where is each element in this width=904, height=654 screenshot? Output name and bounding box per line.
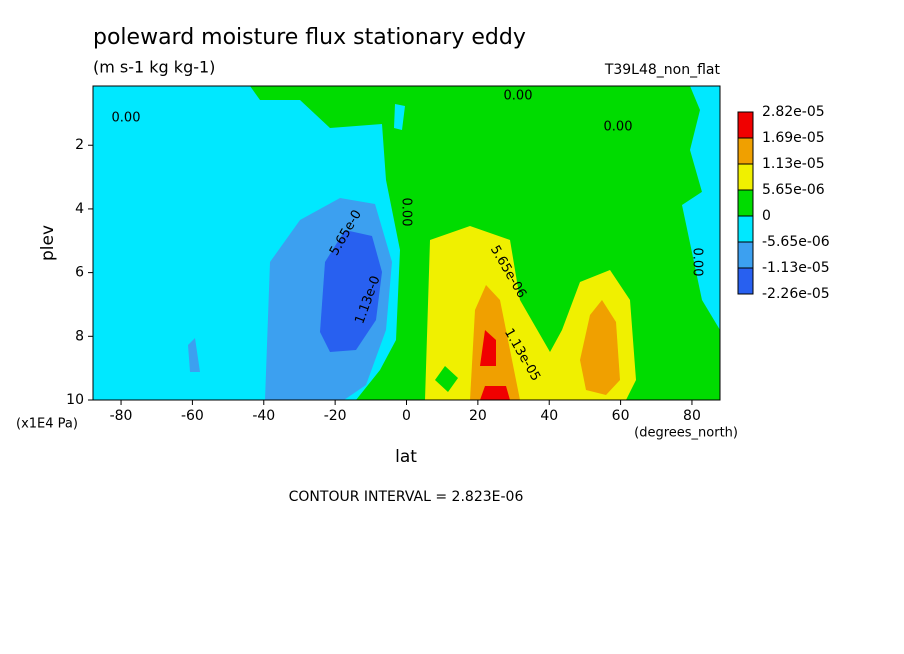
- colorbar-box: [737, 189, 754, 217]
- y-tick-label: 4: [75, 201, 84, 217]
- colorbar-box: [737, 163, 754, 191]
- colorbar-label: 5.65e-06: [762, 182, 825, 198]
- contour-region: [480, 330, 496, 366]
- x-tick-label: 40: [540, 408, 558, 424]
- x-tick-label: 80: [683, 408, 701, 424]
- y-tick-label: 8: [75, 328, 84, 344]
- y-axis-label: plev: [38, 225, 58, 261]
- y-tick-label: 2: [75, 137, 84, 153]
- chart-title: poleward moisture flux stationary eddy: [93, 25, 526, 50]
- contour-interval: CONTOUR INTERVAL = 2.823E-06: [289, 489, 524, 505]
- contour-region: [188, 338, 200, 372]
- colorbar-label: 2.82e-05: [762, 104, 825, 120]
- contour-field: [93, 86, 720, 400]
- x-tick-label: 20: [469, 408, 487, 424]
- x-axis-label: lat: [395, 447, 417, 467]
- contour-label: 0.00: [112, 111, 141, 126]
- contour-region: [480, 386, 510, 400]
- contour-region: [682, 180, 720, 330]
- contour-region: [394, 104, 405, 130]
- colorbar-box: [737, 241, 754, 269]
- colorbar-label: 0: [762, 208, 771, 224]
- colorbar-label: -2.26e-05: [762, 286, 830, 302]
- contour-region: [580, 300, 620, 395]
- x-tick-label: 0: [402, 408, 411, 424]
- x-axis-unit: (degrees_north): [634, 426, 738, 441]
- colorbar-label: -1.13e-05: [762, 260, 830, 276]
- x-tick-label: -20: [324, 408, 347, 424]
- colorbar-box: [737, 215, 754, 243]
- contour-label: 0.00: [399, 198, 414, 227]
- x-tick-label: -40: [252, 408, 275, 424]
- colorbar-label: -5.65e-06: [762, 234, 830, 250]
- contour-region: [690, 86, 720, 210]
- y-tick-label: 10: [66, 392, 84, 408]
- x-tick-label: -80: [110, 408, 133, 424]
- y-tick-label: 6: [75, 265, 84, 281]
- y-axis-unit: (x1E4 Pa): [16, 417, 78, 432]
- colorbar-label: 1.69e-05: [762, 130, 825, 146]
- contour-label: 0.00: [604, 120, 633, 135]
- contour-label: 0.00: [504, 89, 533, 104]
- colorbar-box: [737, 111, 754, 139]
- run-label: T39L48_non_flat: [604, 62, 721, 78]
- contour-region: [435, 366, 458, 392]
- chart-subtitle: (m s-1 kg kg-1): [93, 58, 215, 77]
- colorbar-box: [737, 137, 754, 165]
- colorbar-label: 1.13e-05: [762, 156, 825, 172]
- colorbar-box: [737, 267, 754, 295]
- contour-region: [320, 230, 382, 352]
- contour-label: 0.00: [690, 248, 705, 277]
- x-tick-label: -60: [181, 408, 204, 424]
- x-tick-label: 60: [612, 408, 630, 424]
